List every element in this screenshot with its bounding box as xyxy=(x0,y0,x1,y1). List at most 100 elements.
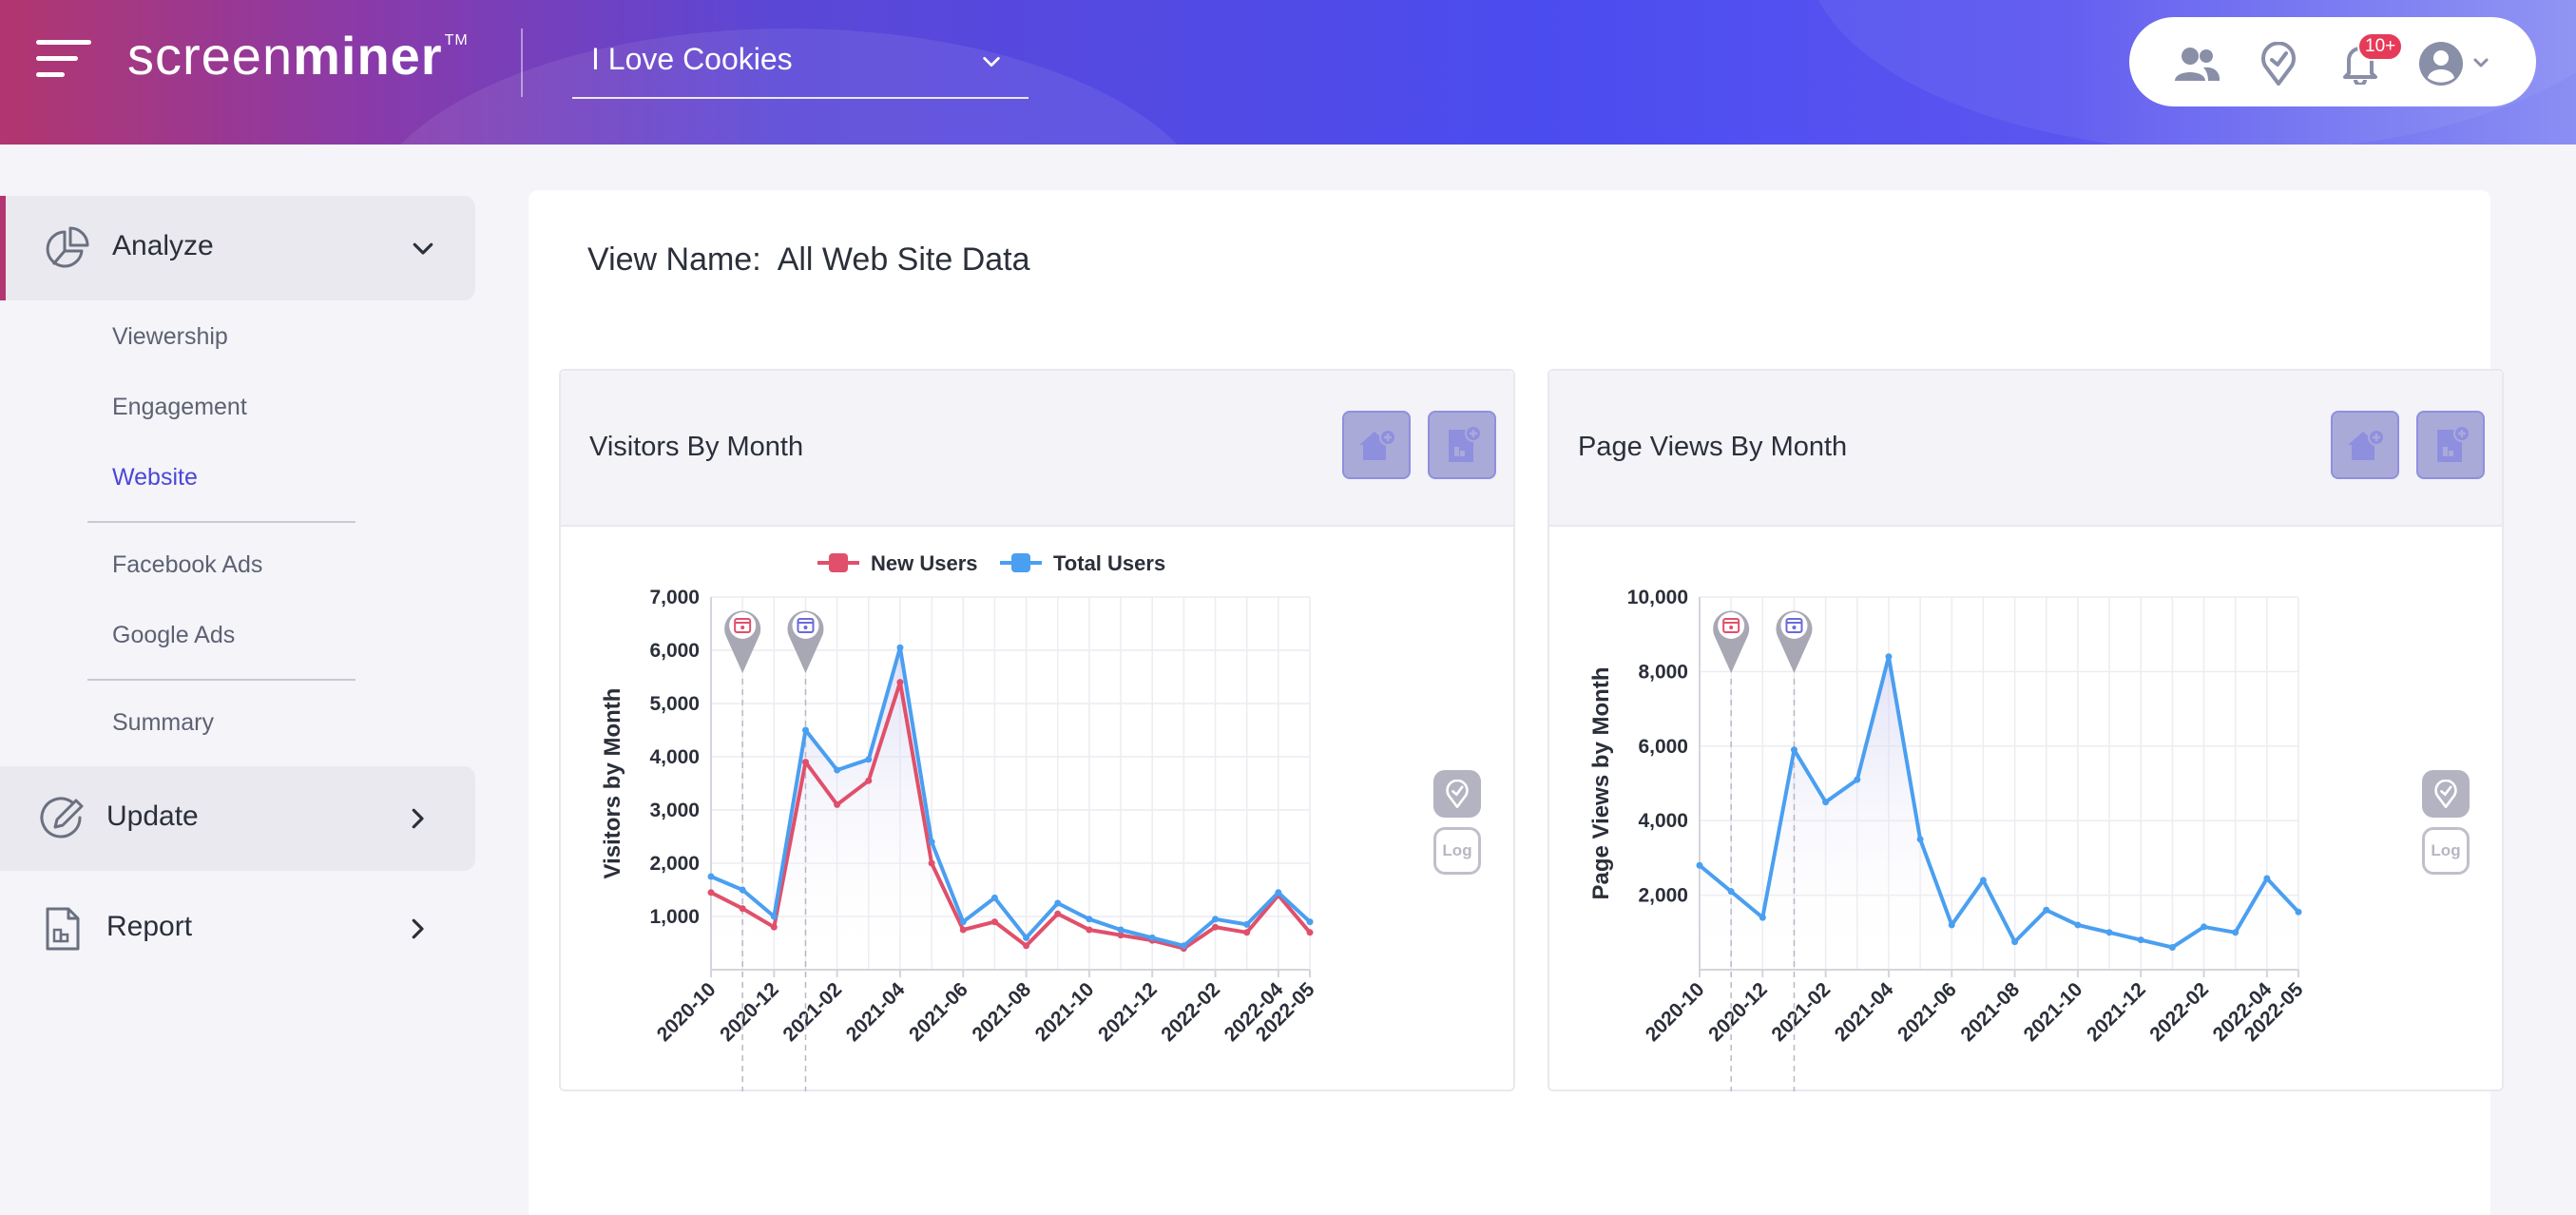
sidebar-divider xyxy=(87,679,356,681)
series-line-1 xyxy=(710,680,1312,951)
x-tick-label: 2020-10 xyxy=(1642,978,1709,1046)
data-point xyxy=(1023,934,1030,941)
data-point xyxy=(770,913,778,920)
site-selector[interactable]: I Love Cookies xyxy=(572,30,1028,99)
data-point xyxy=(1212,923,1220,931)
logo-trademark: TM xyxy=(444,32,469,48)
data-point xyxy=(801,726,809,734)
data-point xyxy=(2263,875,2271,882)
chevron-right-icon xyxy=(412,808,424,829)
data-point xyxy=(1054,910,1062,917)
menu-toggle-icon[interactable] xyxy=(36,40,93,78)
data-point xyxy=(2105,929,2113,936)
x-tick-label: 2020-10 xyxy=(653,978,721,1046)
data-point xyxy=(1790,746,1797,754)
sidebar-item-facebook-ads[interactable]: Facebook Ads xyxy=(112,551,263,578)
calendar-icon xyxy=(734,618,752,633)
add-to-report-button[interactable] xyxy=(2416,411,2485,479)
y-tick-label: 7,000 xyxy=(649,587,700,608)
data-point xyxy=(1086,926,1093,934)
data-point xyxy=(1117,926,1125,934)
chevron-down-icon xyxy=(983,56,1000,68)
data-point xyxy=(865,777,873,784)
home-add-icon xyxy=(1359,429,1396,460)
annotation-pin-icon[interactable] xyxy=(2253,38,2304,89)
x-tick-label: 2022-02 xyxy=(1157,978,1224,1046)
chevron-down-icon xyxy=(413,242,433,255)
chevron-right-icon xyxy=(412,918,424,939)
data-point xyxy=(1306,918,1314,926)
sidebar-item-google-ads[interactable]: Google Ads xyxy=(112,622,236,648)
users-icon[interactable] xyxy=(2171,38,2222,89)
data-point xyxy=(959,926,967,934)
x-tick-label: 2022-02 xyxy=(2145,978,2213,1046)
data-point xyxy=(2011,938,2019,946)
data-point xyxy=(1727,888,1735,896)
annotation-toggle-button[interactable] xyxy=(2422,770,2470,818)
sidebar-group-analyze[interactable]: Analyze xyxy=(0,196,475,300)
data-point xyxy=(1979,877,1987,884)
chart-panel-visitors: Visitors By Month 1,000 2,000 3,000 4,000 5 xyxy=(559,369,1515,1091)
legend-swatch xyxy=(1011,553,1030,572)
sidebar-item-website[interactable]: Website xyxy=(112,464,198,491)
data-point xyxy=(1212,916,1220,923)
user-account-menu[interactable] xyxy=(2418,38,2504,89)
data-point xyxy=(1696,861,1703,869)
data-point xyxy=(2043,906,2050,914)
data-point xyxy=(1854,776,1861,783)
sidebar-item-viewership[interactable]: Viewership xyxy=(112,323,228,350)
y-tick-label: 5,000 xyxy=(649,693,700,715)
avatar-icon xyxy=(2419,42,2489,86)
log-scale-toggle[interactable]: Log xyxy=(1433,827,1481,875)
report-add-icon xyxy=(2437,425,2470,462)
data-point xyxy=(1243,929,1251,936)
data-point xyxy=(1759,914,1766,921)
data-point xyxy=(2232,929,2240,936)
calendar-icon xyxy=(1722,618,1740,633)
data-point xyxy=(707,889,715,897)
add-to-dashboard-button[interactable] xyxy=(2331,411,2399,479)
legend-label: New Users xyxy=(871,551,978,575)
add-to-dashboard-button[interactable] xyxy=(1342,411,1411,479)
sidebar-item-engagement[interactable]: Engagement xyxy=(112,394,247,420)
series-line-2 xyxy=(710,646,1312,948)
annotation-toggle-button[interactable] xyxy=(1433,770,1481,818)
sidebar-divider xyxy=(87,521,356,523)
panel-header: Visitors By Month xyxy=(561,371,1513,527)
y-tick-label: 8,000 xyxy=(1638,661,1688,683)
x-tick-label: 2021-04 xyxy=(842,978,910,1046)
bell-icon[interactable]: 10+ xyxy=(2335,32,2404,89)
data-point xyxy=(1086,916,1093,923)
log-scale-toggle[interactable]: Log xyxy=(2422,827,2470,875)
data-point xyxy=(2137,936,2144,944)
sidebar-group-update[interactable]: Update xyxy=(0,766,475,871)
data-point xyxy=(1180,942,1187,950)
view-name: View Name: All Web Site Data xyxy=(587,241,1030,279)
calendar-icon-dot xyxy=(740,626,745,629)
data-point xyxy=(2201,923,2208,931)
app-logo[interactable]: screenminer TM xyxy=(127,25,469,87)
x-tick-label: 2021-12 xyxy=(1094,978,1162,1046)
data-point xyxy=(2295,908,2302,916)
sidebar-item-summary[interactable]: Summary xyxy=(112,709,214,736)
add-to-report-button[interactable] xyxy=(1428,411,1496,479)
x-tick-label: 2021-06 xyxy=(1894,978,1961,1046)
y-axis-label: Page Views by Month xyxy=(1588,667,1614,900)
calendar-icon-dot xyxy=(803,626,808,629)
annotation-marker-icon xyxy=(1776,610,1813,673)
view-name-value: All Web Site Data xyxy=(777,241,1030,278)
data-point xyxy=(1885,653,1893,661)
y-tick-label: 3,000 xyxy=(649,800,700,821)
data-point xyxy=(739,905,746,913)
data-point xyxy=(896,679,904,686)
edit-icon xyxy=(40,797,84,839)
y-tick-label: 10,000 xyxy=(1627,587,1688,608)
y-tick-label: 2,000 xyxy=(649,853,700,875)
data-point xyxy=(1822,799,1830,806)
sidebar-group-report[interactable]: Report xyxy=(0,877,475,981)
sidebar: Analyze Viewership Engagement Website Fa… xyxy=(0,145,494,1215)
data-point xyxy=(959,918,967,926)
data-point xyxy=(1054,899,1062,907)
logo-text-bold: miner xyxy=(293,26,443,86)
visitors-chart: 1,000 2,000 3,000 4,000 5,000 6,000 7,000 Visit… xyxy=(600,551,1319,1091)
